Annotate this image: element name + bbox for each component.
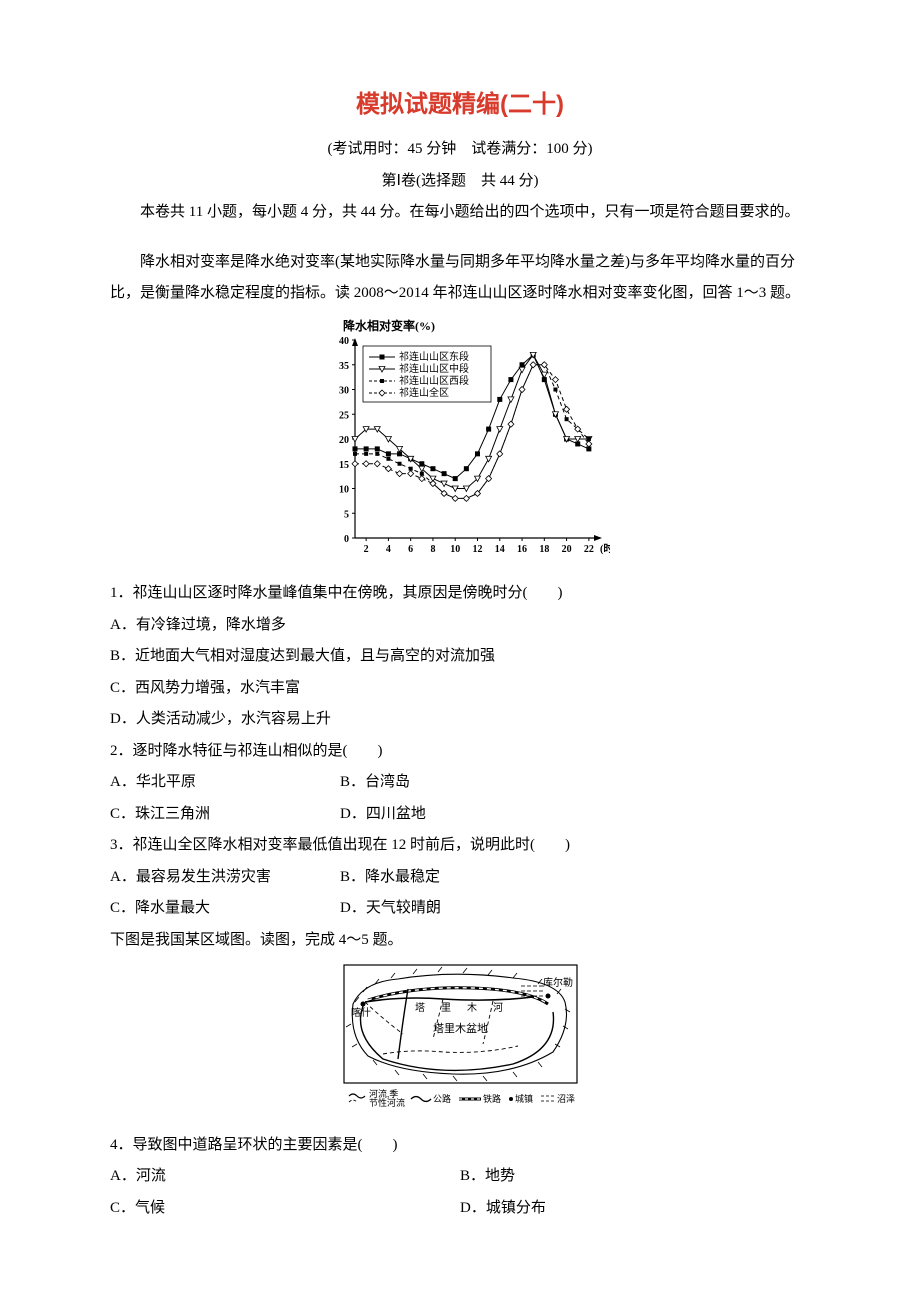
svg-text:祁连山全区: 祁连山全区 [399,386,449,399]
q1-opt-c: C．西风势力增强，水汽丰富 [110,673,810,705]
svg-text:喀什: 喀什 [351,1006,371,1019]
svg-text:35: 35 [339,361,349,372]
q1-stem: 1．祁连山山区逐时降水量峰值集中在傍晚，其原因是傍晚时分( ) [110,578,810,610]
svg-text:5: 5 [344,509,349,520]
svg-text:塔里木盆地: 塔里木盆地 [433,1021,488,1035]
passage-2: 下图是我国某区域图。读图，完成 4～5 题。 [110,925,810,957]
svg-text:祁连山山区西段: 祁连山山区西段 [399,374,469,387]
q3-opt-a: A．最容易发生洪涝灾害 [110,862,340,894]
svg-text:20: 20 [562,544,572,555]
svg-text:(时): (时) [600,542,610,555]
svg-text:4: 4 [386,544,391,555]
svg-text:12: 12 [473,544,483,555]
q1-opt-d: D．人类活动减少，水汽容易上升 [110,704,810,736]
svg-text:节性河流: 节性河流 [369,1097,405,1108]
q3-opt-b: B．降水最稳定 [340,862,440,894]
exam-info: (考试用时：45 分钟 试卷满分：100 分) [110,134,810,166]
svg-text:0: 0 [344,534,349,545]
svg-text:库尔勒: 库尔勒 [543,976,573,989]
svg-text:公路: 公路 [433,1093,451,1104]
q4-opt-a: A．河流 [110,1161,460,1193]
svg-text:16: 16 [517,544,527,555]
svg-text:8: 8 [430,544,435,555]
q2-opt-b: B．台湾岛 [340,767,410,799]
svg-text:塔 里 木 河: 塔 里 木 河 [415,1001,506,1014]
svg-text:14: 14 [495,544,505,555]
svg-text:10: 10 [339,484,349,495]
instruction-text: 本卷共 11 小题，每小题 4 分，共 44 分。在每小题给出的四个选项中，只有… [110,197,810,229]
q3-opt-d: D．天气较晴朗 [340,893,441,925]
chart-1: 降水相对变率(%) 0 5 10 15 20 25 30 35 40 2 4 6 8 10 12 14 16 18 2… [110,318,810,571]
q1-opt-a: A．有冷锋过境，降水增多 [110,610,810,642]
svg-text:祁连山山区中段: 祁连山山区中段 [399,362,469,375]
q4-opt-c: C．气候 [110,1193,460,1225]
map-1: 喀什库尔勒塔 里 木 河塔里木盆地河流,季节性河流公路铁路城镇沼泽 [110,964,810,1122]
q3-stem: 3．祁连山全区降水相对变率最低值出现在 12 时前后，说明此时( ) [110,830,810,862]
svg-text:40: 40 [339,336,349,347]
svg-text:降水相对变率(%): 降水相对变率(%) [343,318,435,333]
q2-stem: 2．逐时降水特征与祁连山相似的是( ) [110,736,810,768]
q2-opt-c: C．珠江三角洲 [110,799,340,831]
svg-text:18: 18 [539,544,549,555]
section-header: 第Ⅰ卷(选择题 共 44 分) [110,166,810,198]
svg-text:6: 6 [408,544,413,555]
svg-text:铁路: 铁路 [483,1093,501,1104]
page-title: 模拟试题精编(二十) [110,80,810,130]
svg-text:10: 10 [450,544,460,555]
q4-opt-b: B．地势 [460,1161,515,1193]
svg-text:30: 30 [339,385,349,396]
q2-opt-a: A．华北平原 [110,767,340,799]
q1-opt-b: B．近地面大气相对湿度达到最大值，且与高空的对流加强 [110,641,810,673]
svg-text:2: 2 [364,544,369,555]
svg-text:20: 20 [339,435,349,446]
q4-stem: 4．导致图中道路呈环状的主要因素是( ) [110,1130,810,1162]
svg-text:城镇: 城镇 [515,1093,533,1104]
q4-opt-d: D．城镇分布 [460,1193,546,1225]
passage-1: 降水相对变率是降水绝对变率(某地实际降水量与同期多年平均降水量之差)与多年平均降… [110,247,810,310]
svg-text:22: 22 [584,544,594,555]
q2-opt-d: D．四川盆地 [340,799,426,831]
svg-text:25: 25 [339,410,349,421]
svg-text:祁连山山区东段: 祁连山山区东段 [399,350,469,363]
svg-text:沼泽: 沼泽 [557,1094,575,1104]
svg-text:15: 15 [339,460,349,471]
q3-opt-c: C．降水量最大 [110,893,340,925]
